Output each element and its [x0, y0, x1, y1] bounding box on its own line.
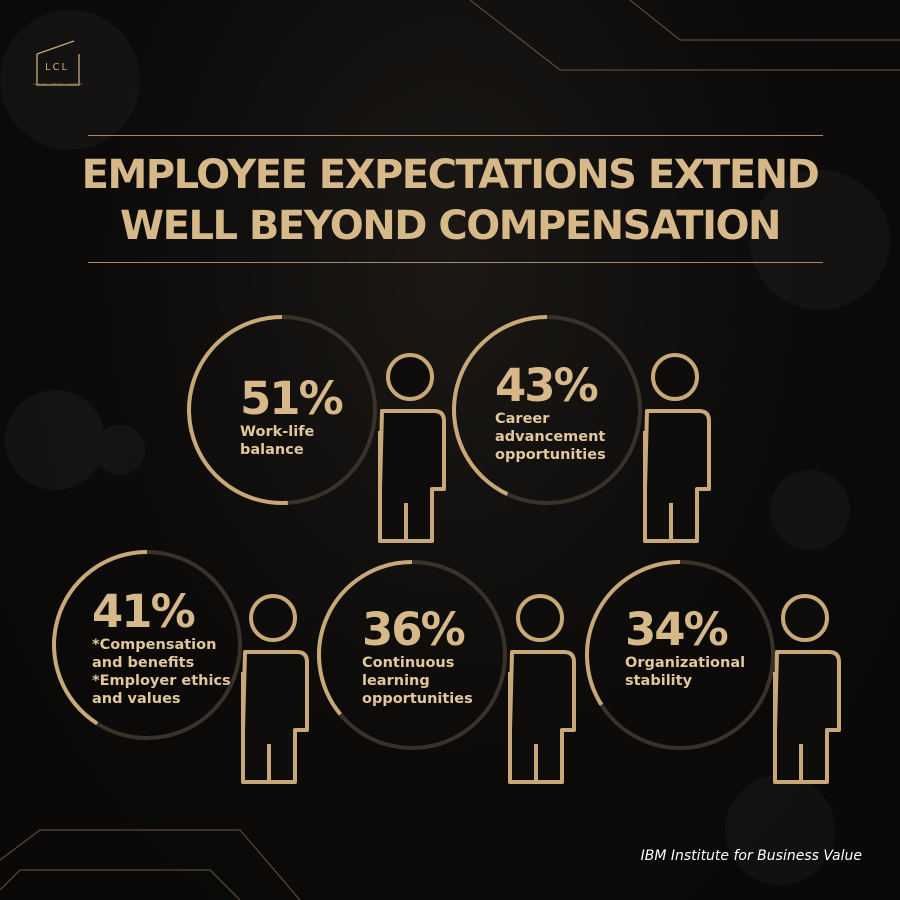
- stat-ring: [52, 550, 242, 740]
- stat-work-life: 51% Work-life balance: [240, 375, 420, 459]
- ring-progress: [187, 315, 288, 505]
- stat-label: *Compensation and benefits *Employer eth…: [92, 637, 231, 707]
- stat-career: 43% Career advancement opportunities: [495, 362, 675, 464]
- stat-compensation: 41% *Compensation and benefits *Employer…: [92, 588, 272, 708]
- person-icon: [773, 594, 841, 784]
- stat-value: 34%: [625, 603, 729, 656]
- title-rule-top: [88, 135, 823, 136]
- person-icon: [643, 353, 711, 543]
- stat-label: Continuous learning opportunities: [362, 655, 473, 707]
- title-line-2: WELL BEYOND COMPENSATION: [120, 203, 781, 249]
- stat-value: 51%: [240, 372, 344, 425]
- person-icon: [378, 353, 446, 543]
- page-title: EMPLOYEE EXPECTATIONS EXTEND WELL BEYOND…: [60, 150, 840, 252]
- title-line-1: EMPLOYEE EXPECTATIONS EXTEND: [81, 152, 820, 198]
- stat-value: 36%: [362, 603, 466, 656]
- stat-learning: 36% Continuous learning opportunities: [362, 606, 542, 708]
- stat-ring: [187, 315, 377, 505]
- stat-value: 43%: [495, 359, 599, 412]
- logo-tagline: LUXURY CREATE LEADERS: [33, 82, 83, 86]
- stat-stability: 34% Organizational stability: [625, 606, 805, 690]
- ring-progress: [585, 560, 681, 706]
- lcl-logo: LCL LUXURY CREATE LEADERS: [33, 38, 86, 90]
- stat-ring: [452, 315, 642, 505]
- logo-frame-icon: [36, 40, 80, 86]
- stat-label: Organizational stability: [625, 655, 746, 689]
- logo-mark: LCL: [44, 62, 70, 73]
- stat-value: 41%: [92, 585, 196, 638]
- ring-progress: [317, 560, 413, 716]
- source-credit: IBM Institute for Business Value: [640, 848, 862, 864]
- person-icon: [241, 594, 309, 784]
- stat-ring: [585, 560, 775, 750]
- stat-label: Career advancement opportunities: [495, 411, 606, 463]
- stat-ring: [317, 560, 507, 750]
- stat-label: Work-life balance: [240, 424, 315, 458]
- ring-progress: [52, 550, 148, 726]
- ring-progress: [452, 315, 548, 496]
- title-rule-bottom: [88, 262, 823, 263]
- person-icon: [508, 594, 576, 784]
